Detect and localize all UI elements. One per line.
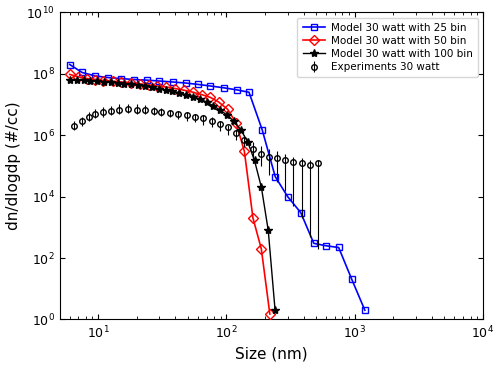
Model 30 watt with 50 bin bbox=[100, 79, 106, 83]
Model 30 watt with 100 bin bbox=[244, 140, 250, 144]
Model 30 watt with 50 bin bbox=[146, 83, 152, 87]
Model 30 watt with 25 bin bbox=[311, 241, 317, 246]
Model 30 watt with 100 bin bbox=[80, 78, 86, 83]
Line: Model 30 watt with 50 bin: Model 30 watt with 50 bin bbox=[66, 71, 274, 317]
Model 30 watt with 50 bin bbox=[92, 77, 98, 82]
Model 30 watt with 25 bin bbox=[234, 88, 239, 92]
Model 30 watt with 50 bin bbox=[136, 81, 142, 86]
Model 30 watt with 25 bin bbox=[144, 78, 150, 82]
Model 30 watt with 100 bin bbox=[176, 91, 182, 95]
Model 30 watt with 25 bin bbox=[362, 308, 368, 312]
X-axis label: Size (nm): Size (nm) bbox=[235, 346, 308, 361]
Model 30 watt with 50 bin bbox=[76, 75, 82, 79]
Model 30 watt with 25 bin bbox=[182, 81, 188, 85]
Model 30 watt with 100 bin bbox=[258, 185, 264, 190]
Model 30 watt with 50 bin bbox=[84, 76, 90, 81]
Model 30 watt with 100 bin bbox=[218, 108, 224, 112]
Model 30 watt with 50 bin bbox=[216, 100, 222, 104]
Model 30 watt with 50 bin bbox=[66, 72, 72, 77]
Model 30 watt with 50 bin bbox=[208, 95, 214, 99]
Legend: Model 30 watt with 25 bin, Model 30 watt with 50 bin, Model 30 watt with 100 bin: Model 30 watt with 25 bin, Model 30 watt… bbox=[298, 18, 478, 77]
Model 30 watt with 25 bin bbox=[79, 70, 85, 75]
Model 30 watt with 100 bin bbox=[149, 85, 155, 90]
Model 30 watt with 100 bin bbox=[114, 81, 120, 85]
Model 30 watt with 100 bin bbox=[170, 89, 175, 94]
Model 30 watt with 25 bin bbox=[336, 245, 342, 250]
Model 30 watt with 25 bin bbox=[131, 77, 137, 82]
Model 30 watt with 100 bin bbox=[265, 228, 271, 232]
Model 30 watt with 50 bin bbox=[164, 85, 170, 89]
Model 30 watt with 25 bin bbox=[298, 210, 304, 215]
Model 30 watt with 100 bin bbox=[224, 113, 230, 117]
Model 30 watt with 25 bin bbox=[106, 75, 112, 80]
Model 30 watt with 100 bin bbox=[252, 158, 258, 163]
Model 30 watt with 50 bin bbox=[267, 312, 273, 316]
Model 30 watt with 100 bin bbox=[190, 94, 196, 99]
Model 30 watt with 25 bin bbox=[195, 82, 201, 87]
Model 30 watt with 25 bin bbox=[170, 80, 175, 84]
Model 30 watt with 25 bin bbox=[272, 174, 278, 179]
Model 30 watt with 100 bin bbox=[231, 119, 237, 124]
Model 30 watt with 25 bin bbox=[349, 277, 355, 282]
Model 30 watt with 100 bin bbox=[88, 79, 94, 83]
Model 30 watt with 100 bin bbox=[156, 86, 162, 91]
Model 30 watt with 100 bin bbox=[101, 80, 107, 84]
Model 30 watt with 100 bin bbox=[74, 78, 80, 82]
Model 30 watt with 100 bin bbox=[196, 97, 202, 101]
Model 30 watt with 25 bin bbox=[259, 128, 265, 132]
Model 30 watt with 50 bin bbox=[110, 79, 116, 83]
Model 30 watt with 25 bin bbox=[156, 79, 162, 83]
Model 30 watt with 25 bin bbox=[208, 84, 214, 88]
Line: Model 30 watt with 100 bin: Model 30 watt with 100 bin bbox=[66, 75, 279, 315]
Model 30 watt with 50 bin bbox=[233, 121, 239, 125]
Y-axis label: dn/dlogdp (#/cc): dn/dlogdp (#/cc) bbox=[6, 102, 20, 230]
Model 30 watt with 100 bin bbox=[122, 81, 128, 86]
Model 30 watt with 50 bin bbox=[258, 247, 264, 251]
Model 30 watt with 25 bin bbox=[323, 244, 329, 248]
Model 30 watt with 50 bin bbox=[182, 88, 188, 92]
Model 30 watt with 100 bin bbox=[204, 100, 210, 104]
Model 30 watt with 50 bin bbox=[118, 80, 124, 84]
Model 30 watt with 25 bin bbox=[66, 62, 72, 67]
Line: Model 30 watt with 25 bin: Model 30 watt with 25 bin bbox=[66, 61, 368, 314]
Model 30 watt with 25 bin bbox=[246, 90, 252, 94]
Model 30 watt with 100 bin bbox=[183, 92, 189, 97]
Model 30 watt with 100 bin bbox=[94, 79, 100, 83]
Model 30 watt with 25 bin bbox=[118, 76, 124, 81]
Model 30 watt with 100 bin bbox=[210, 104, 216, 108]
Model 30 watt with 25 bin bbox=[220, 86, 226, 90]
Model 30 watt with 50 bin bbox=[154, 84, 160, 88]
Model 30 watt with 100 bin bbox=[272, 308, 278, 312]
Model 30 watt with 100 bin bbox=[162, 88, 168, 92]
Model 30 watt with 50 bin bbox=[242, 149, 248, 153]
Model 30 watt with 25 bin bbox=[92, 74, 98, 78]
Model 30 watt with 50 bin bbox=[128, 81, 134, 85]
Model 30 watt with 50 bin bbox=[224, 107, 230, 112]
Model 30 watt with 100 bin bbox=[108, 80, 114, 85]
Model 30 watt with 25 bin bbox=[284, 195, 290, 199]
Model 30 watt with 100 bin bbox=[135, 83, 141, 88]
Model 30 watt with 100 bin bbox=[238, 128, 244, 132]
Model 30 watt with 100 bin bbox=[66, 77, 72, 82]
Model 30 watt with 50 bin bbox=[198, 92, 204, 97]
Model 30 watt with 50 bin bbox=[250, 216, 256, 220]
Model 30 watt with 100 bin bbox=[128, 82, 134, 87]
Model 30 watt with 50 bin bbox=[172, 86, 178, 91]
Model 30 watt with 50 bin bbox=[190, 90, 196, 94]
Model 30 watt with 100 bin bbox=[142, 84, 148, 88]
